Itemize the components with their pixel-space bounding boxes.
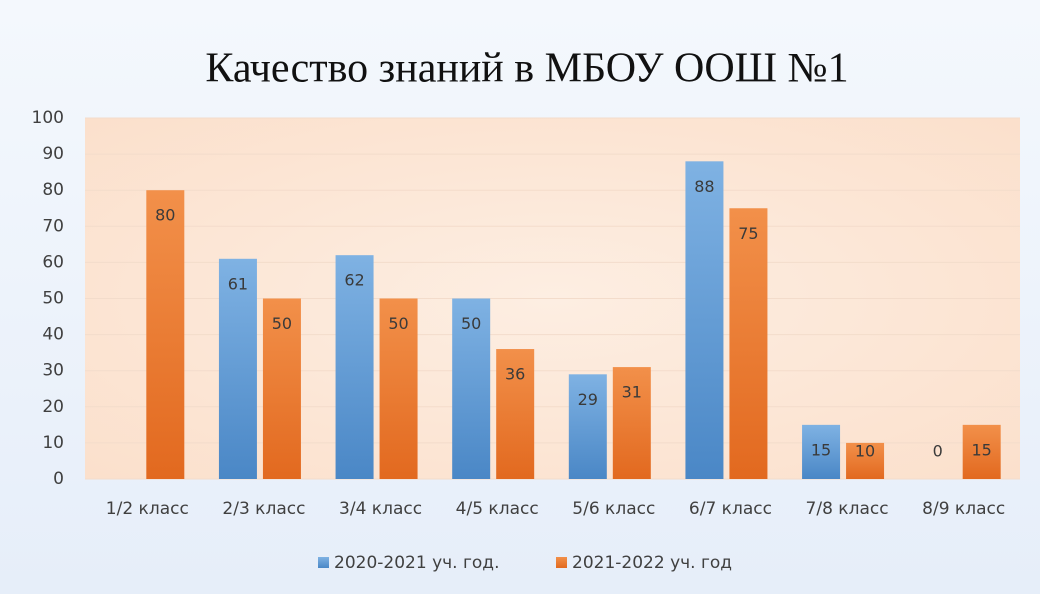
value-label: 88 <box>694 177 714 196</box>
x-tick-label: 6/7 класс <box>689 499 772 519</box>
bar <box>568 374 607 479</box>
value-label: 29 <box>578 390 598 409</box>
bar <box>335 255 374 479</box>
legend-label: 2020-2021 уч. год. <box>334 553 499 573</box>
bar <box>262 298 301 479</box>
bar <box>685 161 724 479</box>
bar <box>496 349 535 479</box>
y-tick-label: 30 <box>42 361 64 381</box>
x-tick-label: 3/4 класс <box>339 499 422 519</box>
y-tick-label: 60 <box>42 252 64 272</box>
value-label: 50 <box>388 314 408 333</box>
value-label: 80 <box>155 206 175 225</box>
value-label: 36 <box>505 365 525 384</box>
bar <box>379 298 418 479</box>
value-label: 62 <box>344 271 364 290</box>
y-tick-label: 40 <box>42 325 64 345</box>
bar <box>846 442 885 479</box>
x-tick-label: 2/3 класс <box>222 499 305 519</box>
bar <box>612 367 651 479</box>
y-tick-label: 90 <box>42 144 64 164</box>
x-tick-label: 1/2 класс <box>106 499 189 519</box>
x-tick-label: 7/8 класс <box>806 499 889 519</box>
bar <box>962 424 1001 479</box>
value-label: 31 <box>622 383 642 402</box>
legend-swatch <box>318 557 329 568</box>
y-tick-label: 20 <box>42 397 64 417</box>
y-tick-label: 50 <box>42 289 64 309</box>
x-tick-label: 5/6 класс <box>572 499 655 519</box>
y-tick-label: 80 <box>42 180 64 200</box>
value-label: 0 <box>933 442 943 461</box>
y-tick-label: 100 <box>32 108 64 128</box>
bar <box>802 424 841 479</box>
value-label: 50 <box>272 314 292 333</box>
y-tick-label: 70 <box>42 216 64 236</box>
value-label: 15 <box>811 440 831 459</box>
value-label: 50 <box>461 314 481 333</box>
chart-title: Качество знаний в МБОУ ООШ №1 <box>205 46 848 92</box>
value-label: 15 <box>972 440 992 459</box>
value-label: 75 <box>738 224 758 243</box>
x-tick-label: 8/9 класс <box>922 499 1005 519</box>
bar <box>452 298 491 479</box>
bar <box>218 258 257 479</box>
value-label: 10 <box>855 442 875 461</box>
y-tick-label: 10 <box>42 433 64 453</box>
legend-label: 2021-2022 уч. год <box>572 553 732 573</box>
y-tick-label: 0 <box>53 469 64 489</box>
x-tick-label: 4/5 класс <box>456 499 539 519</box>
bar <box>729 208 768 479</box>
value-label: 61 <box>228 274 248 293</box>
legend-swatch <box>556 557 567 568</box>
bar <box>146 190 185 479</box>
